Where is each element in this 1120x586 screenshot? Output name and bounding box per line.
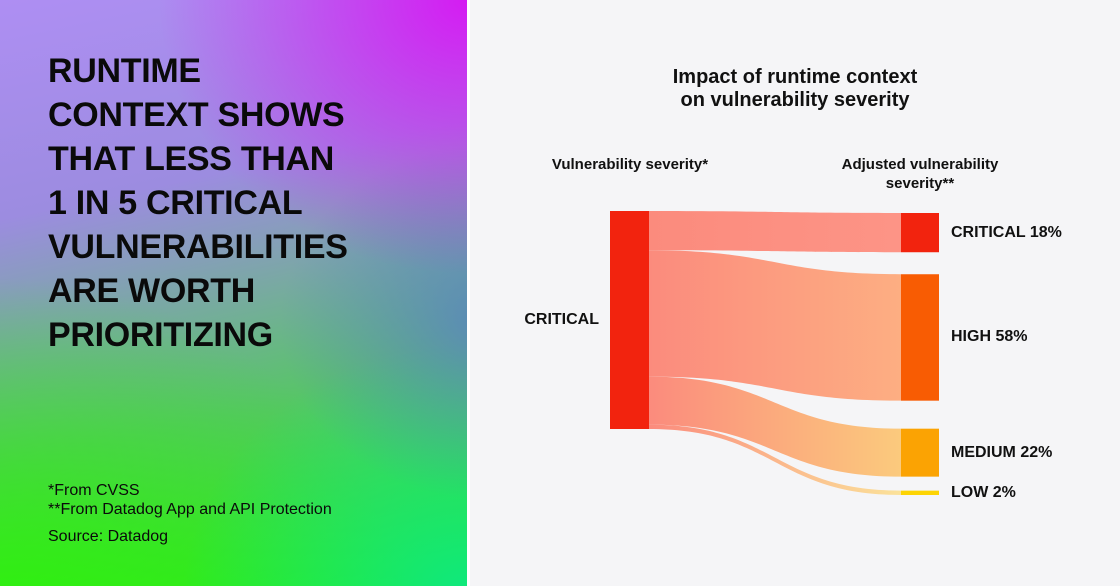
sankey-flow-medium bbox=[649, 376, 901, 477]
sankey-flow-low bbox=[649, 424, 901, 495]
headline-line: VULNERABILITIES bbox=[48, 228, 348, 266]
gradient-panel: RUNTIME CONTEXT SHOWS THAT LESS THAN 1 I… bbox=[0, 0, 467, 586]
sankey-label-1: HIGH 58% bbox=[951, 328, 1028, 346]
headline-line: PRIORITIZING bbox=[48, 316, 273, 354]
footnotes: *From CVSS **From Datadog App and API Pr… bbox=[48, 481, 332, 519]
chart-title-line: on vulnerability severity bbox=[680, 89, 910, 111]
headline-line: 1 IN 5 CRITICAL bbox=[48, 184, 303, 222]
sankey-source-label: CRITICAL bbox=[524, 311, 599, 328]
headline-line: RUNTIME bbox=[48, 52, 201, 90]
sankey-node-medium bbox=[901, 428, 939, 477]
sankey-label-3: LOW 2% bbox=[951, 483, 1016, 501]
headline: RUNTIME CONTEXT SHOWS THAT LESS THAN 1 I… bbox=[48, 49, 448, 357]
chart-panel: Impact of runtime context on vulnerabili… bbox=[467, 0, 1120, 586]
chart-title: Impact of runtime context on vulnerabili… bbox=[470, 66, 1120, 112]
sankey-node-source-critical bbox=[610, 211, 649, 429]
headline-line: THAT LESS THAN bbox=[48, 140, 335, 178]
headline-line: ARE WORTH bbox=[48, 272, 255, 310]
sankey-svg bbox=[610, 211, 939, 495]
headline-line: CONTEXT SHOWS bbox=[48, 96, 345, 134]
column-header-adjusted-severity: Adjusted vulnerability severity** bbox=[841, 156, 999, 192]
footnote-datadog-aap: **From Datadog App and API Protection bbox=[48, 501, 332, 518]
column-header-severity: Vulnerability severity* bbox=[551, 156, 709, 173]
chart-title-line: Impact of runtime context bbox=[672, 66, 918, 88]
sankey-flow-high bbox=[649, 250, 901, 401]
sankey-flow-critical bbox=[649, 211, 901, 253]
footnote-cvss: *From CVSS bbox=[48, 482, 140, 499]
source-attribution: Source: Datadog bbox=[48, 528, 169, 545]
chart-area: Impact of runtime context on vulnerabili… bbox=[470, 0, 1120, 586]
sankey-label-0: CRITICAL 18% bbox=[951, 223, 1062, 241]
sankey-node-low bbox=[901, 490, 939, 495]
sankey-label-2: MEDIUM 22% bbox=[951, 443, 1053, 461]
sankey-node-critical bbox=[901, 213, 939, 253]
sankey-node-high bbox=[901, 274, 939, 401]
